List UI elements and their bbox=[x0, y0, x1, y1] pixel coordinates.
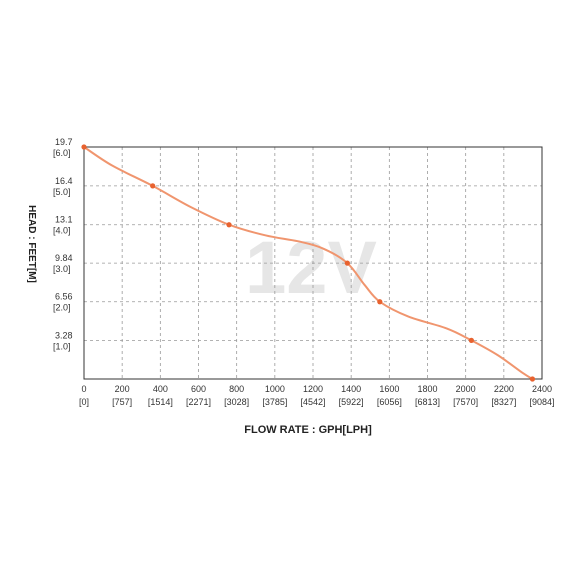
data-point bbox=[226, 222, 232, 228]
data-point bbox=[529, 376, 536, 382]
x-tick-label: 400 bbox=[153, 384, 168, 394]
data-markers bbox=[81, 144, 536, 382]
y-axis-ticks: 3.28[1.0] 6.56[2.0] 9.84[3.0] 13.1[4.0] 16.4… bbox=[53, 137, 73, 351]
y-tick-label: 6.56 bbox=[55, 292, 73, 302]
x-tick-label: 800 bbox=[229, 384, 244, 394]
x-tick-label: 2000 bbox=[456, 384, 476, 394]
data-point bbox=[150, 183, 156, 189]
x-tick-label: 0 bbox=[81, 384, 86, 394]
x-tick-sublabel: [6813] bbox=[415, 397, 440, 407]
x-axis-title: FLOW RATE : GPH[LPH] bbox=[244, 424, 372, 436]
plot-frame bbox=[83, 146, 543, 380]
x-tick-label: 1200 bbox=[303, 384, 323, 394]
x-tick-label: 1600 bbox=[379, 384, 399, 394]
x-tick-label: 1000 bbox=[265, 384, 285, 394]
x-tick-sublabel: [0] bbox=[79, 397, 89, 407]
x-tick-sublabel: [2271] bbox=[186, 397, 211, 407]
data-point bbox=[344, 260, 350, 266]
y-tick-sublabel: [6.0] bbox=[53, 148, 71, 158]
y-tick-sublabel: [5.0] bbox=[53, 187, 71, 197]
y-tick-label: 16.4 bbox=[55, 176, 73, 186]
x-tick-sublabel: [757] bbox=[112, 397, 132, 407]
y-tick-label: 9.84 bbox=[55, 253, 73, 263]
grid-lines bbox=[84, 147, 542, 379]
y-tick-sublabel: [4.0] bbox=[53, 226, 71, 236]
y-tick-sublabel: [2.0] bbox=[53, 303, 71, 313]
x-tick-sublabel: [1514] bbox=[148, 397, 173, 407]
x-tick-sublabel: [7570] bbox=[453, 397, 478, 407]
y-axis-title: HEAD : FEET[M] bbox=[26, 205, 37, 283]
x-tick-label: 600 bbox=[191, 384, 206, 394]
x-tick-sublabel: [8327] bbox=[491, 397, 516, 407]
data-point bbox=[377, 299, 383, 305]
x-tick-sublabel: [9084] bbox=[529, 397, 554, 407]
x-tick-label: 1800 bbox=[417, 384, 437, 394]
data-point bbox=[468, 337, 474, 343]
x-tick-sublabel: [3028] bbox=[224, 397, 249, 407]
x-tick-label: 2400 bbox=[532, 384, 552, 394]
x-tick-label: 200 bbox=[115, 384, 130, 394]
x-tick-sublabel: [3785] bbox=[262, 397, 287, 407]
y-tick-sublabel: [3.0] bbox=[53, 264, 71, 274]
y-tick-sublabel: [1.0] bbox=[53, 341, 71, 351]
y-tick-label: 19.7 bbox=[55, 137, 73, 147]
watermark-12v: 12V bbox=[245, 226, 377, 309]
y-tick-label: 3.28 bbox=[55, 330, 73, 340]
y-tick-label: 13.1 bbox=[55, 215, 73, 225]
x-tick-sublabel: [6056] bbox=[377, 397, 402, 407]
x-tick-label: 1400 bbox=[341, 384, 361, 394]
x-tick-sublabel: [5922] bbox=[339, 397, 364, 407]
x-tick-sublabel: [4542] bbox=[300, 397, 325, 407]
x-tick-label: 2200 bbox=[494, 384, 514, 394]
data-point bbox=[81, 144, 87, 150]
x-axis-ticks: 0 [0] 200 [757] 400 [1514] 600 [2271] 800 [3028] 1… bbox=[79, 384, 555, 407]
